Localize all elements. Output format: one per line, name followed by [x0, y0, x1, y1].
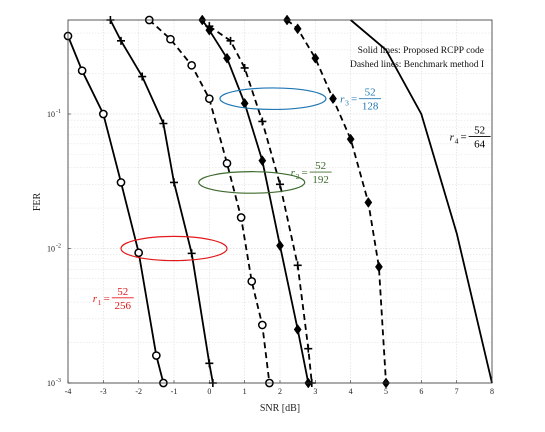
label-r4-subscript: 4 — [455, 137, 459, 146]
circle-marker — [166, 34, 175, 44]
label-r3-subscript: 3 — [345, 99, 349, 108]
legend-line-2: Dashed lines: Benchmark method I — [350, 60, 484, 70]
circle-marker — [98, 109, 108, 119]
label-r2-symbol: r — [291, 167, 296, 179]
series-line-2 — [109, 19, 214, 384]
series-line-6 — [286, 19, 387, 384]
label-r4-denominator: 64 — [474, 139, 486, 151]
ellipse-r2 — [198, 171, 306, 194]
circle-marker — [204, 94, 214, 104]
diamond-marker — [375, 261, 383, 273]
series-line-5 — [208, 25, 313, 384]
y-tick-label: 10 — [47, 245, 55, 254]
x-tick-label: 3 — [313, 387, 317, 396]
label-r1-numerator: 52 — [117, 286, 128, 298]
plus-marker — [304, 344, 313, 353]
y-axis-title: FER — [32, 193, 43, 212]
label-r3-denominator: 128 — [362, 101, 379, 113]
plus-marker — [138, 72, 147, 81]
circle-marker — [187, 61, 197, 70]
plus-marker — [226, 36, 235, 45]
label-r4: r 4 = 52 64 — [450, 125, 491, 151]
diamond-marker — [293, 23, 302, 35]
y-tick-exponent: -1 — [56, 109, 61, 115]
x-tick-label: -2 — [135, 387, 142, 396]
diamond-marker — [276, 240, 284, 252]
label-r2: r 2 = 52 192 — [291, 160, 332, 186]
y-tick-exponent: -2 — [56, 244, 61, 250]
plus-marker — [258, 117, 267, 126]
ellipse-r1 — [120, 235, 228, 262]
label-r2-numerator: 52 — [315, 160, 326, 172]
plus-marker — [159, 119, 168, 128]
label-r4-numerator: 52 — [474, 125, 485, 137]
plus-marker — [170, 178, 178, 187]
series-line-4 — [201, 19, 310, 384]
x-tick-label: -1 — [171, 387, 178, 396]
label-r1: r 1 = 52 256 — [93, 286, 134, 312]
label-r1-equals: = — [104, 293, 110, 305]
circle-marker — [151, 351, 161, 360]
circle-marker — [134, 248, 144, 258]
x-tick-label: 6 — [419, 387, 423, 396]
x-tick-label: 8 — [490, 387, 494, 396]
diamond-marker — [311, 52, 320, 64]
label-r1-denominator: 256 — [114, 300, 131, 312]
series-line-7 — [350, 19, 493, 384]
label-r3-symbol: r — [340, 94, 345, 106]
label-r2-equals: = — [301, 167, 307, 179]
ellipse-r3 — [219, 87, 327, 111]
legend-line-1: Solid lines: Proposed RCPP code — [358, 46, 484, 56]
label-r1-subscript: 1 — [98, 298, 102, 307]
circle-marker — [236, 213, 246, 222]
label-r3: r 3 = 52 128 — [340, 87, 382, 113]
x-tick-label: 1 — [243, 387, 247, 396]
label-r3-numerator: 52 — [365, 87, 376, 99]
series-group — [63, 14, 493, 389]
x-tick-label: 2 — [278, 387, 282, 396]
label-r3-equals: = — [351, 94, 357, 106]
circle-marker — [116, 178, 126, 187]
label-r2-denominator: 192 — [312, 174, 329, 186]
diamond-marker — [293, 324, 302, 335]
x-tick-label: -3 — [100, 387, 107, 396]
plus-marker — [205, 22, 214, 31]
legend: Solid lines: Proposed RCPP code Dashed l… — [350, 46, 484, 70]
label-r4-symbol: r — [450, 132, 455, 144]
circle-marker — [257, 320, 267, 330]
tick-labels: -4 -3 -2 -1 0 1 2 3 4 5 6 7 810-110-210-3 — [47, 109, 494, 396]
x-tick-label: 5 — [384, 387, 388, 396]
x-axis-title: SNR [dB] — [260, 403, 300, 414]
circle-marker — [77, 66, 87, 76]
y-tick-label: 10 — [47, 379, 55, 388]
x-tick-label: 0 — [207, 387, 211, 396]
label-r2-subscript: 2 — [296, 172, 300, 181]
plus-marker — [276, 180, 284, 189]
label-r4-equals: = — [460, 132, 466, 144]
circle-marker — [222, 158, 232, 168]
x-tick-label: 7 — [455, 387, 459, 396]
x-tick-label: -4 — [65, 387, 72, 396]
label-r1-symbol: r — [93, 293, 98, 305]
y-tick-label: 10 — [47, 110, 55, 119]
plus-marker — [205, 359, 214, 368]
plus-marker — [240, 63, 249, 72]
diamond-marker — [364, 197, 373, 208]
plus-marker — [187, 249, 196, 258]
plus-marker — [293, 261, 302, 270]
diamond-marker — [329, 93, 337, 105]
diamond-marker — [258, 155, 267, 167]
plus-marker — [117, 36, 125, 45]
circle-marker — [247, 276, 257, 286]
diamond-marker — [223, 52, 231, 64]
y-tick-exponent: -3 — [56, 378, 61, 384]
diamond-marker — [346, 133, 355, 145]
x-tick-label: 4 — [349, 387, 353, 396]
